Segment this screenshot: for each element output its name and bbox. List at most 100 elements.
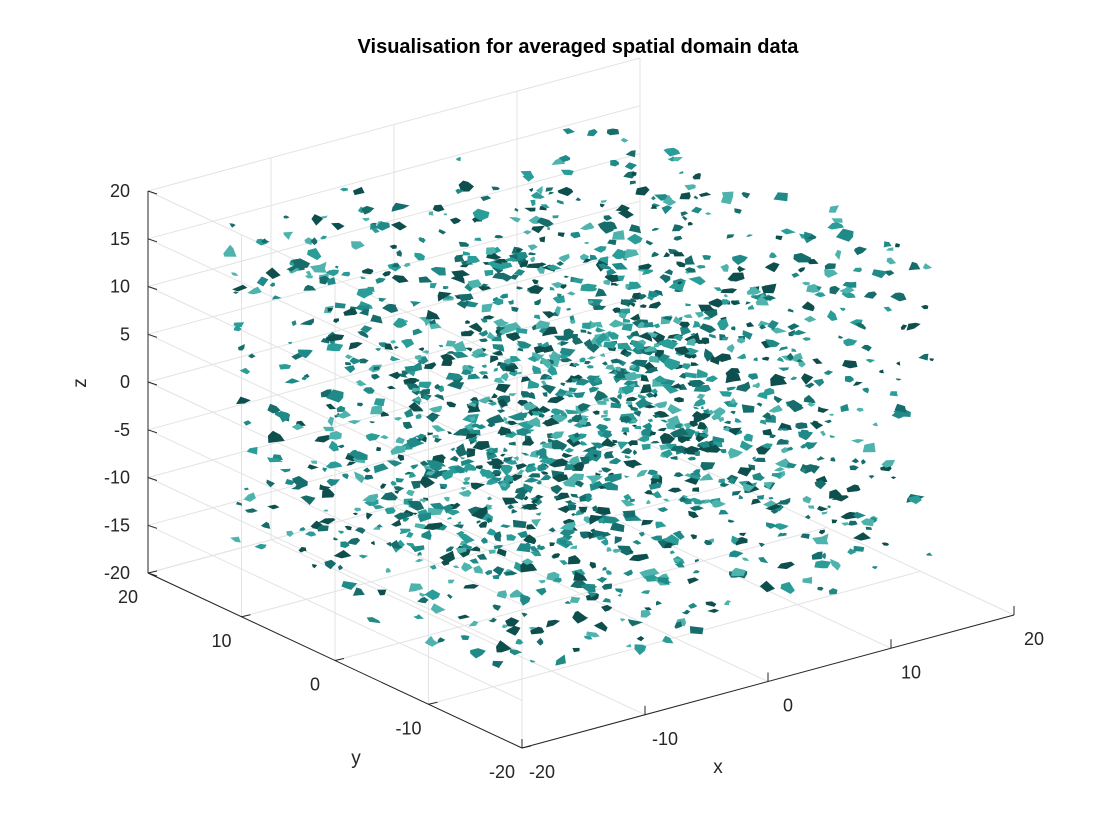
isosurface-blob [492,447,498,453]
isosurface-blob [801,281,811,286]
isosurface-blob [447,431,453,435]
isosurface-blob [486,331,496,340]
isosurface-blob [377,589,387,596]
isosurface-blob [433,394,445,401]
isosurface-blob [610,358,623,364]
isosurface-blob [291,423,305,431]
isosurface-blob [501,624,508,629]
isosurface-blob [921,304,929,310]
isosurface-blob [548,527,556,533]
isosurface-blob [626,334,635,340]
isosurface-blob [751,498,762,505]
isosurface-blob [333,550,352,559]
isosurface-blob [260,521,271,529]
isosurface-blob [347,420,361,425]
isosurface-blob [720,191,734,205]
isosurface-blob [636,469,648,478]
isosurface-blob [753,357,758,362]
isosurface-blob [432,434,440,438]
isosurface-blob [347,537,361,545]
isosurface-blob [352,186,365,196]
isosurface-blob [417,597,429,604]
isosurface-blob [538,326,548,334]
isosurface-blob [571,378,579,383]
isosurface-blob [549,286,555,291]
isosurface-blob [894,403,907,413]
z-tick-mark [147,190,158,195]
isosurface-blob [585,493,592,500]
isosurface-blob [690,534,698,540]
isosurface-blob [429,464,443,473]
z-tick-label: 0 [120,372,130,392]
isosurface-blob [468,322,483,333]
isosurface-blob [722,336,729,341]
isosurface-blob [413,614,424,620]
isosurface-blob [517,347,524,352]
isosurface-blob [356,287,373,299]
isosurface-blob [769,252,777,259]
isosurface-blob [230,536,241,543]
isosurface-blob [527,379,540,389]
z-tick-label: -15 [104,515,130,535]
isosurface-blob [449,217,462,225]
isosurface-blob [516,543,531,553]
isosurface-blob [768,496,774,500]
isosurface-blob [456,156,461,162]
isosurface-blob [513,269,526,276]
isosurface-blob [328,440,339,452]
isosurface-blob [753,457,766,462]
isosurface-blob [665,421,676,430]
isosurface-blob [881,460,896,468]
isosurface-blob [467,279,482,289]
isosurface-blob [586,365,594,369]
isosurface-blob [776,497,791,505]
tick-labels: -20 -10 0 10 20 -20 -10 0 10 20 -20 -15 -10 -5 0 5 10 15 2… [104,181,1044,782]
isosurface-blob [464,347,473,352]
isosurface-blob [828,588,838,595]
isosurface-blob [603,215,613,221]
isosurface-blob [639,568,660,579]
isosurface-blob [719,449,727,454]
isosurface-blob [855,322,867,330]
isosurface-blob [469,397,479,402]
isosurface-blob [592,505,598,513]
isosurface-blob [592,410,600,415]
isosurface-blob [624,371,639,382]
isosurface-blob [504,473,514,482]
isosurface-blob [339,187,349,192]
isosurface-blob [352,512,359,516]
isosurface-blob [361,268,374,275]
isosurface-blob [517,469,525,475]
isosurface-blob [568,387,578,392]
isosurface-blob [602,516,620,524]
isosurface-blob [683,314,693,318]
isosurface-blob [669,427,689,438]
isosurface-blob [808,258,819,265]
isosurface-blob [557,232,565,238]
isosurface-blob [644,490,654,495]
isosurface-blob [617,593,622,597]
isosurface-blob [436,385,444,393]
isosurface-blob [612,548,622,553]
isosurface-blob [526,463,536,468]
isosurface-blob [622,258,628,261]
isosurface-blob [412,512,418,516]
isosurface-blob [660,419,669,423]
isosurface-blob [608,331,619,340]
isosurface-blob [567,418,573,423]
isosurface-blob [382,271,391,277]
isosurface-blob [588,300,594,304]
isosurface-blob [611,248,627,260]
isosurface-blob [645,240,654,246]
z-tick-label: 20 [110,181,130,201]
isosurface-blob [627,440,638,447]
isosurface-blob [307,464,319,470]
isosurface-blob [484,570,492,576]
isosurface-blob [600,414,608,418]
isosurface-blob [447,516,452,520]
isosurface-blob [593,246,607,253]
isosurface-blob [596,576,608,583]
isosurface-blob [688,276,706,286]
isosurface-blob [531,499,539,505]
